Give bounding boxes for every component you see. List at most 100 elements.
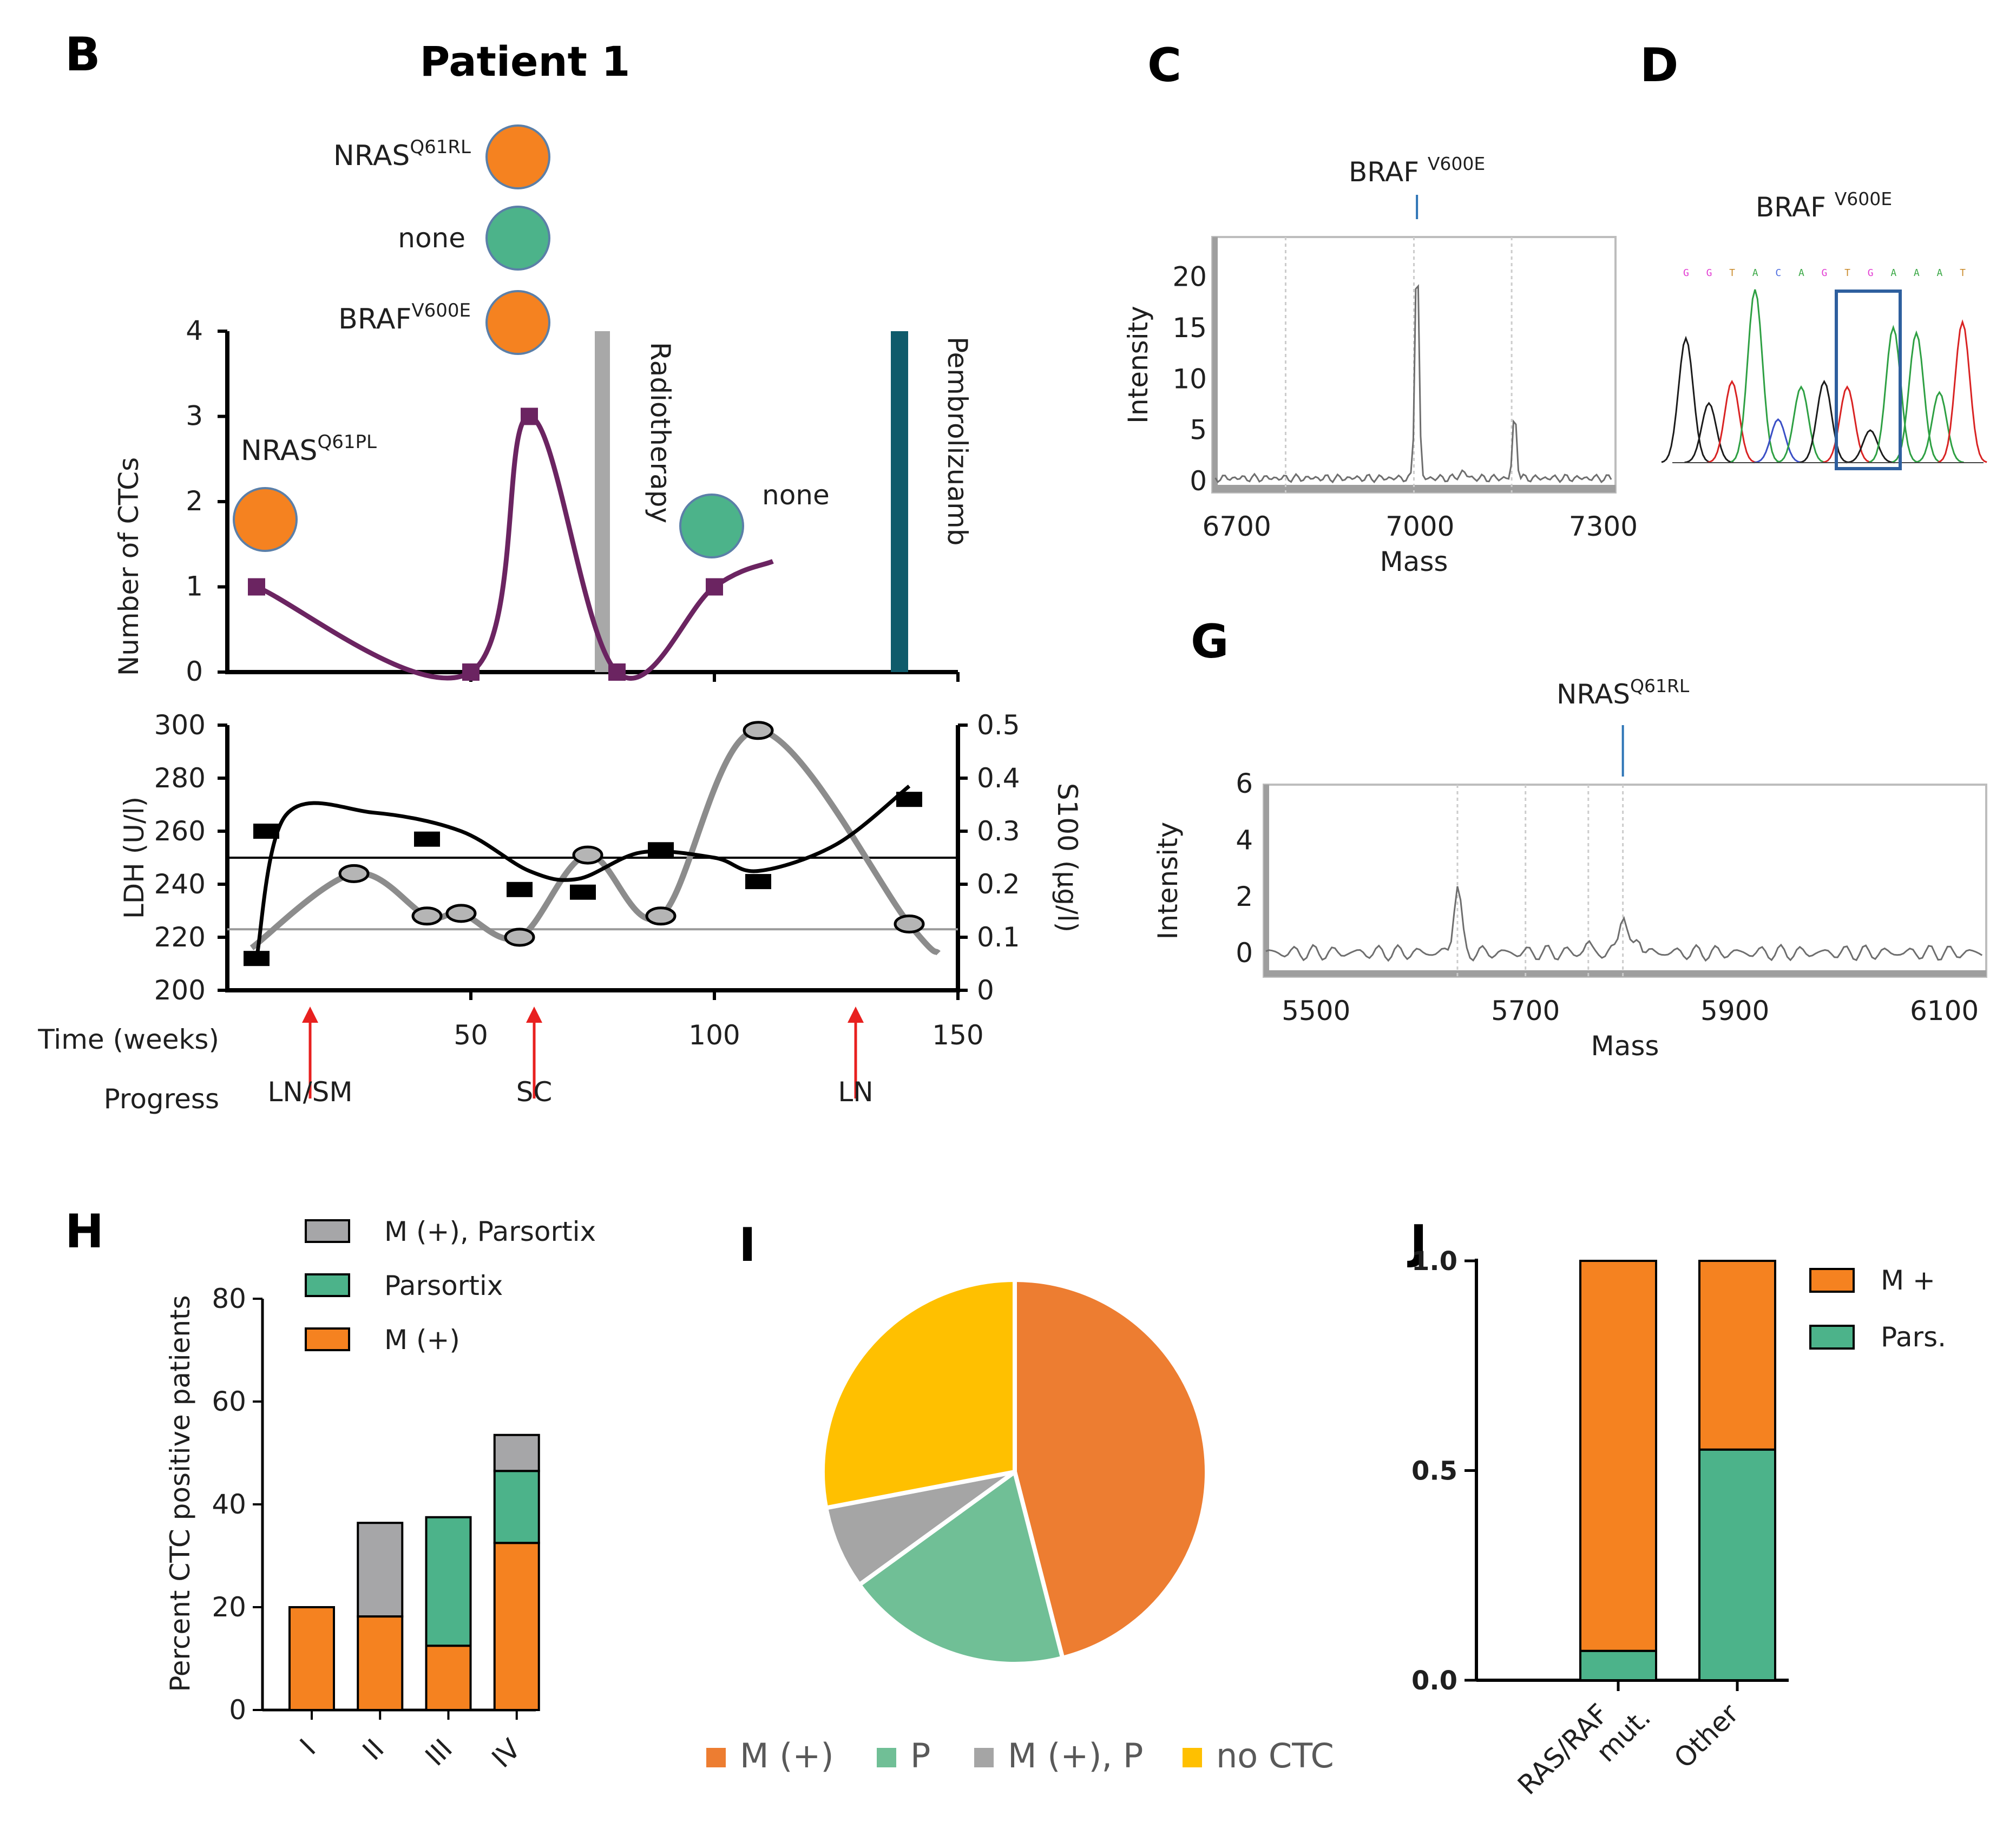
x-tick-label: 6100 (1910, 995, 1979, 1027)
bar-segment (1698, 1260, 1776, 1451)
s100-point (445, 904, 477, 923)
y-tick-label: 1.0 (1411, 1246, 1457, 1277)
y-tick-label: 10 (1172, 363, 1207, 394)
legend-label: M (+) (740, 1736, 834, 1775)
ctc-point (248, 578, 265, 596)
panel-label-d: D (1640, 38, 1678, 93)
mutation-circle (233, 487, 298, 552)
left-y-tick-label: 280 (154, 762, 206, 794)
time-axis-label: Time (weeks) (37, 1024, 219, 1055)
x-tick-label: RAS/RAFmut. (1512, 1679, 1657, 1824)
y-tick-label: 0 (186, 656, 203, 687)
pie-slice (820, 1277, 1017, 1511)
mutation-label: NRASQ61PL (241, 431, 377, 467)
mutation-circle (485, 206, 550, 271)
legend-swatch (305, 1273, 350, 1297)
bar-segment (493, 1433, 540, 1472)
legend-swatch (706, 1748, 726, 1767)
bar-segment (1579, 1260, 1657, 1652)
s100-point (645, 906, 677, 926)
s100-point (743, 721, 774, 740)
x-tick-label: 6700 (1203, 511, 1271, 542)
legend-swatch (1809, 1268, 1855, 1293)
y-axis-label: Intensity (1122, 306, 1154, 424)
right-y-tick-label: 0 (977, 975, 994, 1006)
y-tick-label: 4 (186, 315, 203, 346)
panel-label-b: B (65, 28, 101, 82)
trace-peak (1915, 391, 1964, 463)
bar-segment (493, 1542, 540, 1711)
x-axis-bar (1212, 485, 1616, 492)
plot-frame (1263, 784, 1987, 978)
left-y-tick-label: 260 (154, 815, 206, 847)
braf-chromatogram: BRAF V600E G G T A C A G T G A A A T (1661, 188, 1987, 470)
y-tick-label: 20 (212, 1591, 246, 1623)
trace-peak (1707, 379, 1757, 463)
legend-swatch (305, 1219, 350, 1243)
y-tick-label: 0 (1236, 937, 1253, 969)
y-tick-label: 15 (1172, 312, 1207, 344)
bar-segment (288, 1606, 335, 1711)
bar-segment (357, 1615, 404, 1712)
panel-label-h: H (65, 1205, 104, 1259)
trace-peak (1868, 325, 1918, 463)
legend-label: M (+), P (1008, 1736, 1143, 1775)
pembrolizumab-label: Pembrolizuamb (942, 337, 973, 545)
bar-segment (1698, 1448, 1776, 1681)
y-tick-label: 60 (212, 1386, 246, 1417)
left-y-tick-label: 300 (154, 709, 206, 741)
right-y-tick-label: 0.4 (977, 762, 1020, 794)
ldh-point (253, 824, 279, 839)
ctc-curve (255, 413, 774, 681)
x-axis-label: Mass (1380, 546, 1448, 577)
base-call: G (1683, 267, 1689, 279)
ldh-point (244, 951, 270, 966)
y-axis-bar (1264, 785, 1269, 977)
base-call: G (1868, 267, 1874, 279)
ctc-point (608, 663, 626, 681)
nras-mass-spectrum: 0 2 4 6 5500 5700 5900 6100 Mass Intensity NRASQ61… (1152, 675, 1987, 1062)
legend-label: P (910, 1736, 930, 1775)
y-tick-label: 0.0 (1411, 1666, 1457, 1696)
mutation-box (1835, 290, 1902, 470)
legend-label: M (+) (384, 1324, 460, 1356)
y-tick-label: 2 (1236, 881, 1253, 912)
base-call: T (1960, 267, 1966, 279)
base-call: G (1706, 267, 1712, 279)
base-call: T (1729, 267, 1735, 279)
bar-segment (1579, 1649, 1657, 1681)
y-axis-label: Intensity (1152, 822, 1184, 940)
left-y-tick-label: 200 (154, 975, 206, 1006)
ctc-point (706, 578, 723, 596)
right-y-tick-label: 0.2 (977, 869, 1020, 900)
legend-label: no CTC (1216, 1736, 1334, 1775)
base-call: A (1890, 267, 1896, 279)
trace-peak (1776, 385, 1826, 463)
y-tick-label: 3 (186, 400, 203, 432)
bar-segment (425, 1645, 472, 1711)
pembrolizumab-bar (891, 331, 908, 672)
legend-label: M (+), Parsortix (384, 1216, 596, 1247)
annotation-label: NRASQ61RL (1557, 675, 1690, 710)
x-tick-label: 5700 (1491, 995, 1560, 1027)
trace-peak (1846, 429, 1895, 464)
ctc-count-chart: Patient 1 0 1 2 3 4 Number of CTCs Radiothera… (113, 37, 973, 687)
spectrum-trace (1265, 886, 1983, 962)
left-y-tick-label: 240 (154, 869, 206, 900)
mutation-circle (485, 124, 550, 189)
y-tick-label: 20 (1172, 261, 1207, 293)
ctc-point (462, 663, 480, 681)
y-tick-label: 5 (1190, 415, 1207, 446)
y-axis-label: Percent CTC positive patients (165, 1295, 196, 1692)
ldh-curve (254, 784, 911, 959)
mutation-label: none (762, 479, 830, 511)
x-tick-label: II (357, 1733, 390, 1766)
ctc-point (521, 407, 538, 425)
base-call: A (1798, 267, 1804, 279)
ldh-point (507, 882, 533, 897)
ctc-pie-chart: M (+) P M (+), P no CTC (706, 1277, 1334, 1775)
legend-label: Parsortix (384, 1270, 503, 1301)
ldh-point (745, 874, 771, 890)
